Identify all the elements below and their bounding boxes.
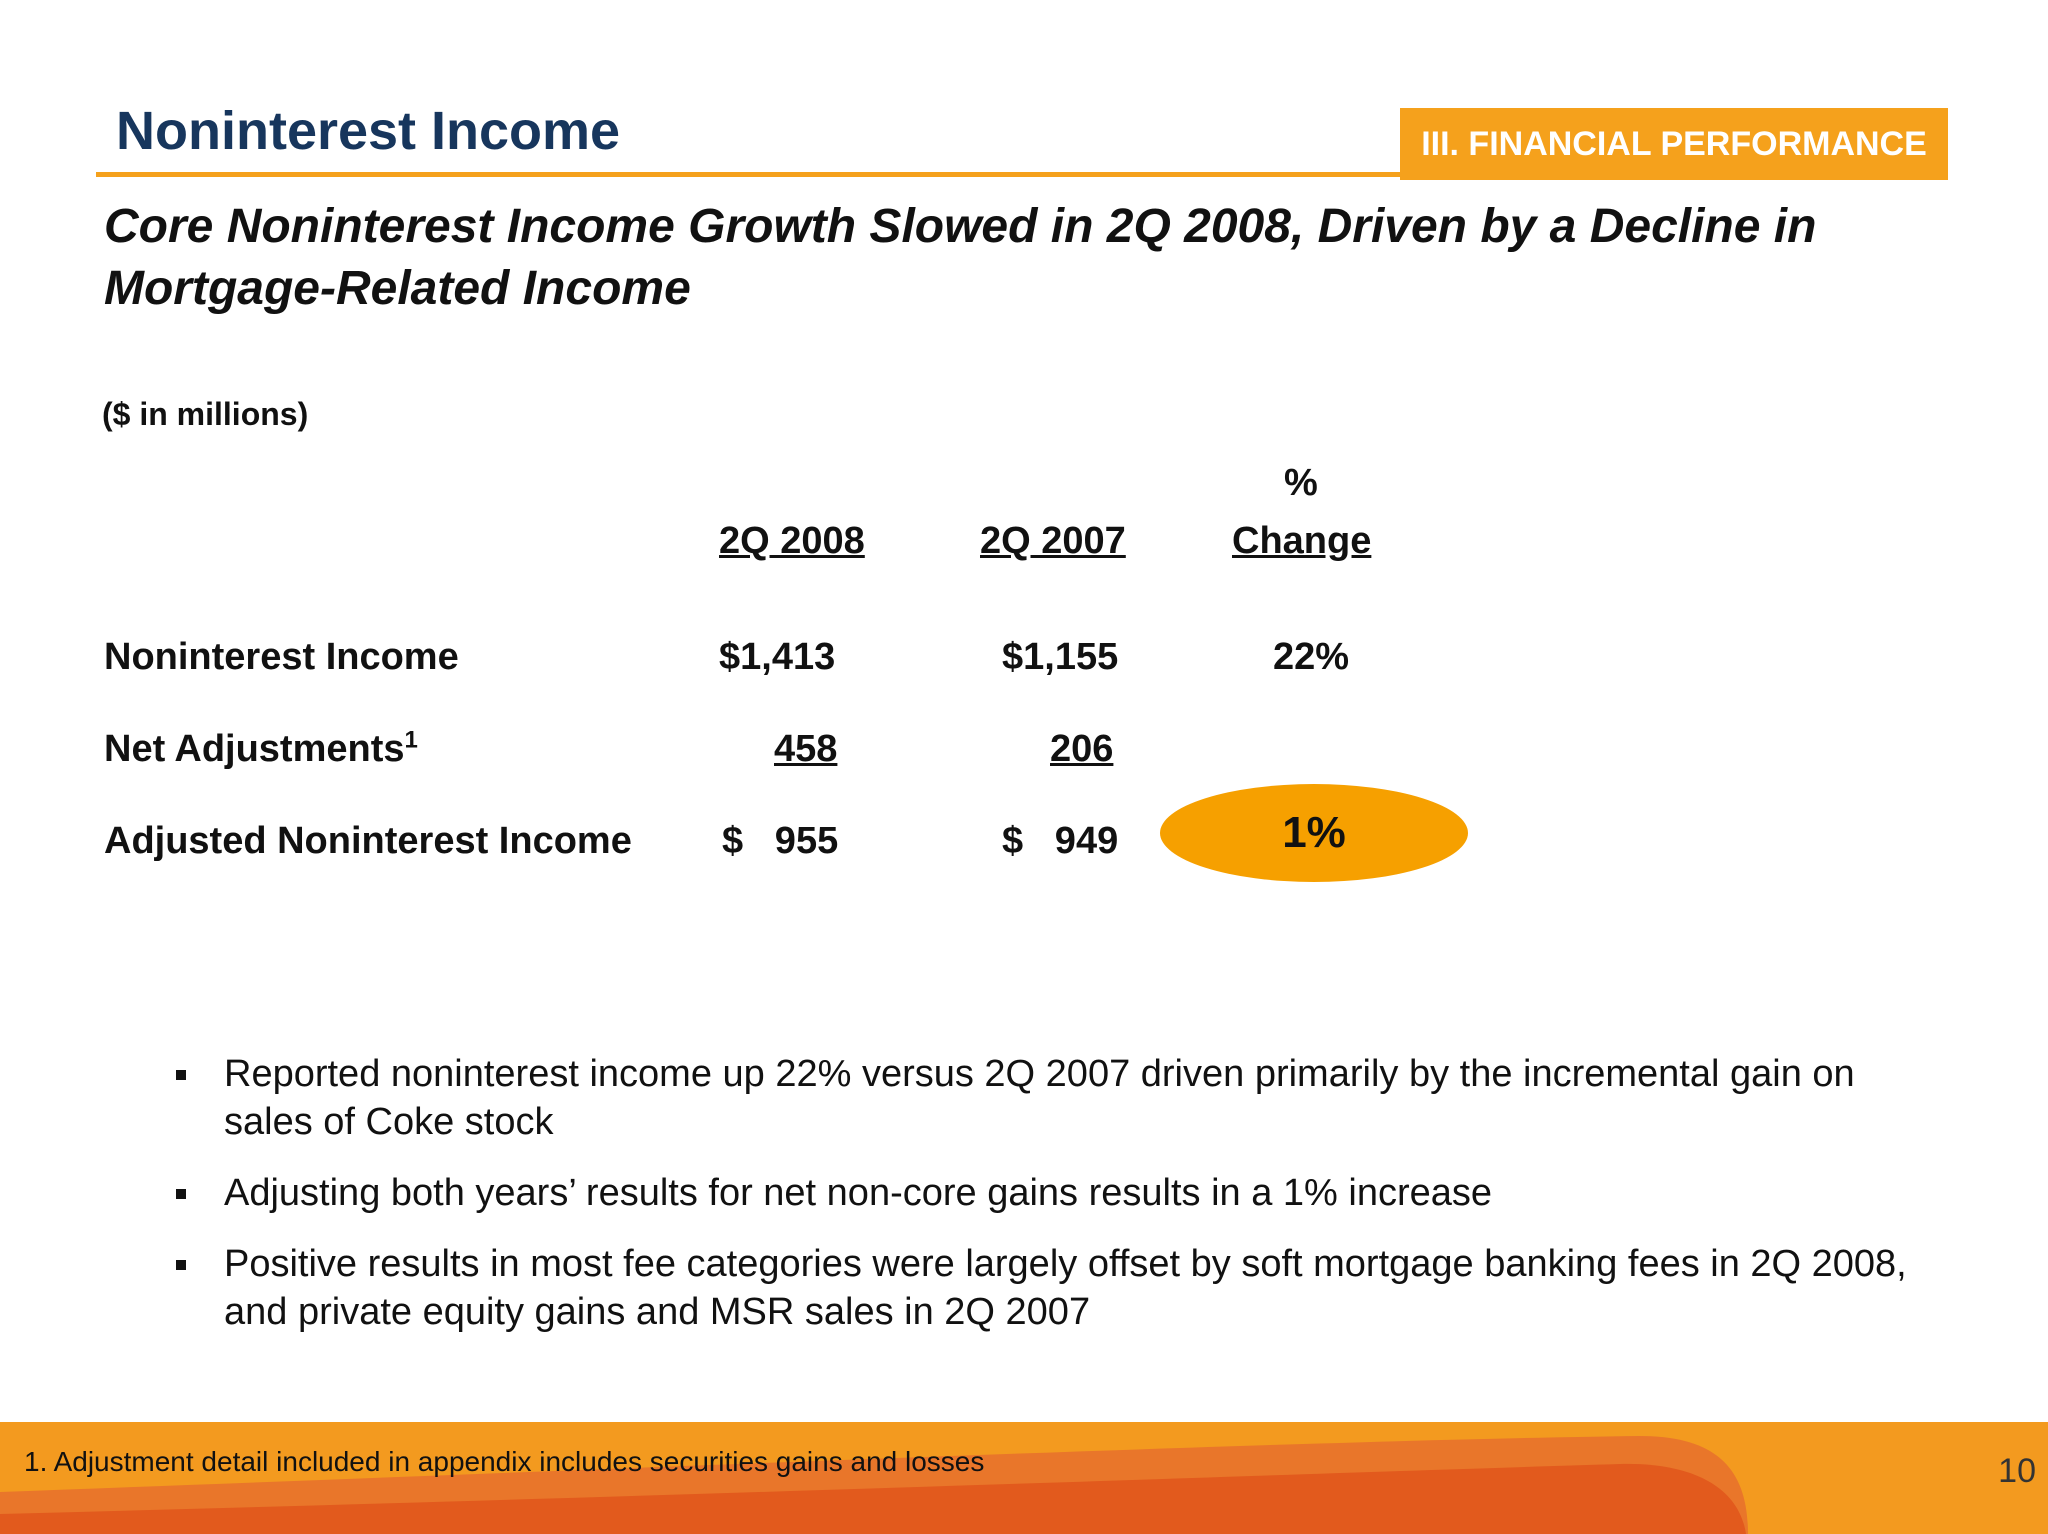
- cell-2q2007-net-adjustments: 206: [1050, 728, 1114, 770]
- cell-2q2008-noninterest-income: $1,413: [719, 636, 836, 678]
- column-header-change: Change: [1232, 520, 1372, 562]
- bullet-text: Adjusting both years’ results for net no…: [224, 1172, 1493, 1214]
- footer-wave-graphic: [0, 1436, 1748, 1534]
- bullet-item: Positive results in most fee categories …: [170, 1240, 1910, 1336]
- square-bullet-icon: [176, 1070, 186, 1080]
- square-bullet-icon: [176, 1260, 186, 1270]
- units-note: ($ in millions): [102, 396, 309, 432]
- bullet-item: Reported noninterest income up 22% versu…: [170, 1050, 1910, 1146]
- cell-2q2008-adjusted-noninterest-income: $ 955: [722, 820, 839, 862]
- column-header-percent-symbol: %: [1284, 462, 1318, 504]
- cell-2q2007-adjusted-noninterest-income: $ 949: [1002, 820, 1119, 862]
- page-title: Noninterest Income: [116, 101, 621, 161]
- footnote: 1. Adjustment detail included in appendi…: [24, 1446, 985, 1477]
- cell-2q2007-noninterest-income: $1,155: [1002, 636, 1119, 678]
- row-label-adjusted-noninterest-income: Adjusted Noninterest Income: [104, 820, 632, 862]
- bullet-item: Adjusting both years’ results for net no…: [170, 1169, 1910, 1217]
- row-label-noninterest-income: Noninterest Income: [104, 636, 459, 678]
- cell-change-noninterest-income: 22%: [1273, 636, 1350, 678]
- section-badge: III. FINANCIAL PERFORMANCE: [1400, 108, 1948, 180]
- bullet-text: Positive results in most fee categories …: [224, 1243, 1907, 1333]
- square-bullet-icon: [176, 1189, 186, 1199]
- net-adjustments-label-text: Net Adjustments: [104, 728, 405, 770]
- slide-subtitle: Core Noninterest Income Growth Slowed in…: [104, 200, 1817, 315]
- row-label-net-adjustments: Net Adjustments1: [104, 728, 418, 771]
- bullet-list: Reported noninterest income up 22% versu…: [170, 1050, 1910, 1359]
- column-header-2q-2008: 2Q 2008: [719, 520, 865, 562]
- bullet-text: Reported noninterest income up 22% versu…: [224, 1053, 1855, 1143]
- footnote-marker: 1: [404, 726, 418, 754]
- page-number: 10: [1998, 1452, 2036, 1490]
- change-highlight-ellipse: 1%: [1160, 784, 1468, 882]
- footer-wave-dark: [0, 1463, 1746, 1534]
- title-divider: [96, 172, 1948, 177]
- footer-band: [0, 1422, 2048, 1534]
- column-header-2q-2007: 2Q 2007: [980, 520, 1126, 562]
- cell-2q2008-net-adjustments: 458: [774, 728, 838, 770]
- cell-change-adjusted-noninterest-income: 1%: [1282, 808, 1346, 857]
